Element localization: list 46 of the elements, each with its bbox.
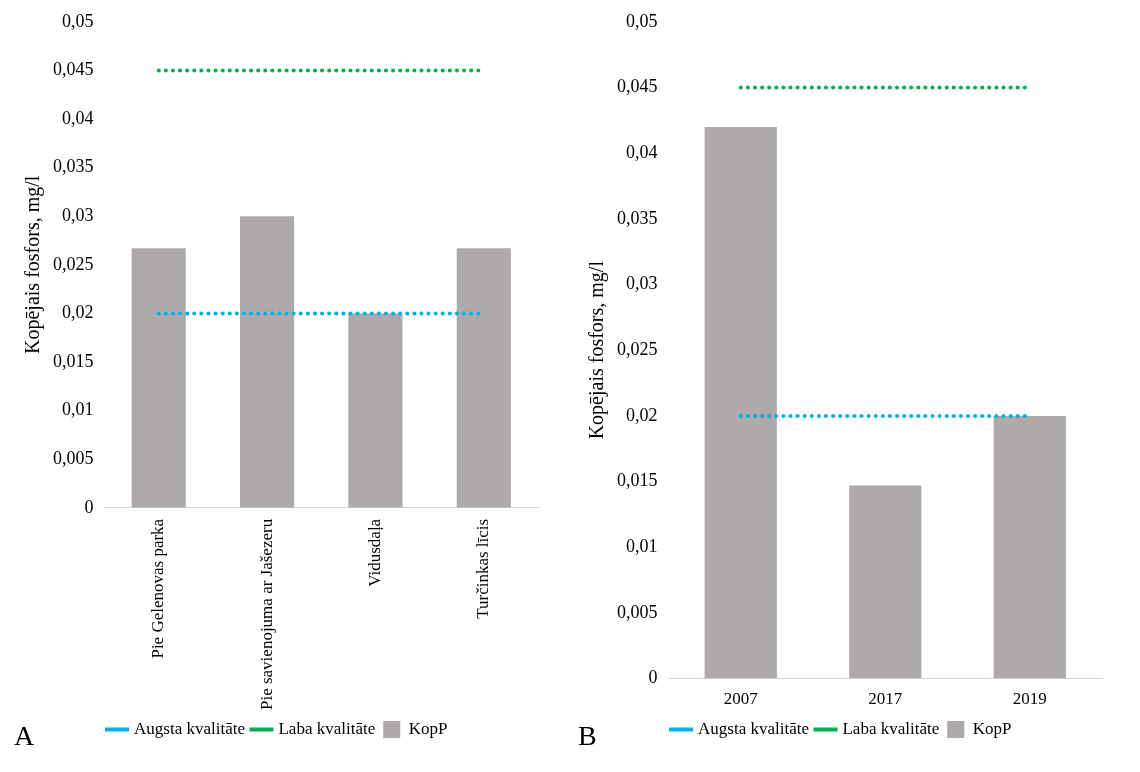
legend-label: KopP xyxy=(408,718,448,738)
legend-label: Augsta kvalitāte xyxy=(698,718,809,738)
x-tick-label: Vidusdaļa xyxy=(364,518,384,587)
x-tick-label: 2019 xyxy=(1012,689,1047,709)
legend-label: KopP xyxy=(972,718,1012,738)
y-tick-label: 0,035 xyxy=(53,156,94,177)
y-tick-label: 0 xyxy=(84,496,94,517)
y-axis-title: Kopējais fosfors, mg/l xyxy=(585,260,609,440)
legend-label: Laba kvalitāte xyxy=(278,718,376,738)
y-tick-label: 0,045 xyxy=(53,59,94,80)
legend-label: Augsta kvalitāte xyxy=(134,718,245,738)
bar xyxy=(131,248,186,508)
x-tick-label: Pie Gelenovas parka xyxy=(148,518,168,659)
y-tick-label: 0,005 xyxy=(617,601,658,622)
y-tick-label: 0,04 xyxy=(62,107,94,128)
x-tick-label: Turčinkas līcis xyxy=(473,518,493,619)
bar xyxy=(704,126,777,679)
y-tick-label: 0,015 xyxy=(617,470,658,491)
x-tick-label: Pie savienojuma ar Jašezeru xyxy=(256,518,276,711)
y-tick-label: 0,02 xyxy=(62,302,94,323)
y-tick-label: 0,01 xyxy=(62,399,94,420)
y-tick-label: 0,025 xyxy=(617,338,658,359)
y-tick-label: 0,01 xyxy=(626,535,658,556)
text: B xyxy=(578,720,597,752)
y-tick-label: 0,035 xyxy=(617,207,658,228)
y-tick-label: 0,03 xyxy=(626,273,658,294)
text: A xyxy=(14,720,35,752)
y-tick-label: 0,02 xyxy=(626,404,658,425)
legend-label: Laba kvalitāte xyxy=(842,718,940,738)
y-axis-title: Kopējais fosfors, mg/l xyxy=(21,175,45,354)
y-tick-label: 0,015 xyxy=(53,350,94,371)
bar xyxy=(239,216,295,508)
y-tick-label: 0,05 xyxy=(626,10,658,31)
bar xyxy=(993,415,1066,679)
y-tick-label: 0 xyxy=(648,667,658,688)
bar xyxy=(849,485,922,679)
y-tick-label: 0,025 xyxy=(53,253,94,274)
bar xyxy=(456,248,511,508)
bar xyxy=(348,313,403,508)
y-tick-label: 0,03 xyxy=(62,204,94,225)
x-tick-label: 2007 xyxy=(723,689,759,709)
y-tick-label: 0,05 xyxy=(62,10,94,31)
y-tick-label: 0,045 xyxy=(617,76,658,97)
y-tick-label: 0,04 xyxy=(626,141,658,162)
x-tick-label: 2017 xyxy=(868,689,903,709)
y-tick-label: 0,005 xyxy=(53,447,94,468)
